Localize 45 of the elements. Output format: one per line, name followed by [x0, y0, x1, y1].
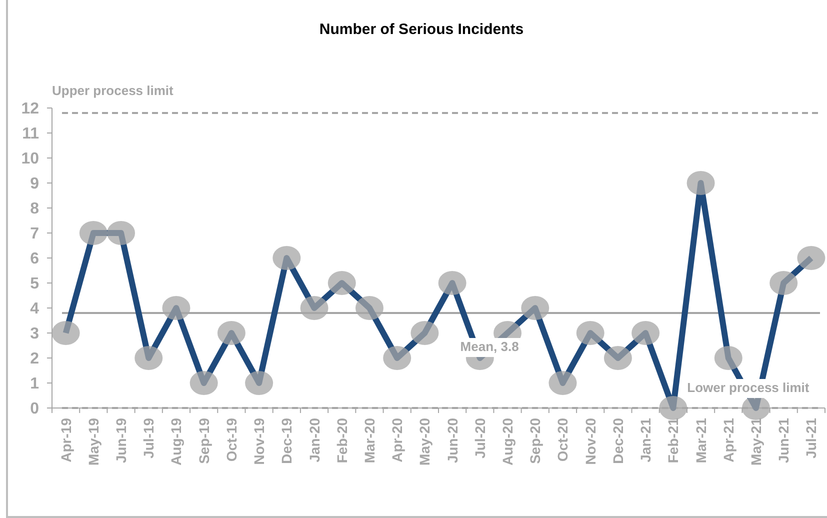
- y-tick-label: 2: [30, 350, 40, 368]
- y-tick-label: 1: [30, 376, 40, 393]
- y-tick-label: 6: [30, 250, 40, 268]
- x-tick-label: Aug-19: [168, 418, 184, 466]
- x-tick-label: Nov-19: [251, 418, 268, 465]
- x-tick-label: Feb-21: [665, 418, 682, 464]
- x-tick-label: Apr-20: [389, 418, 406, 462]
- x-tick-label: Aug-20: [500, 418, 516, 466]
- x-tick-label: Nov-20: [582, 418, 598, 465]
- y-tick-label: 10: [21, 150, 40, 168]
- x-tick-label: Dec-20: [610, 418, 626, 464]
- x-tick-label: Sep-20: [527, 418, 544, 464]
- y-tick-label: 4: [30, 300, 40, 318]
- x-tick-label: Sep-19: [196, 418, 212, 464]
- y-tick-label: 9: [30, 176, 40, 193]
- x-tick-label: Jun-19: [113, 418, 130, 464]
- x-tick-label: Apr-19: [58, 418, 74, 462]
- x-tick-label: Oct-20: [554, 418, 571, 462]
- y-tick-label: 3: [30, 326, 40, 343]
- x-tick-label: Jul-21: [803, 418, 820, 458]
- x-tick-label: Oct-19: [223, 418, 240, 462]
- x-tick-label: Jan-21: [638, 418, 654, 462]
- x-tick-label: Mar-20: [361, 418, 378, 464]
- x-tick-label: Mar-21: [692, 418, 709, 464]
- x-tick-label: Jul-19: [140, 418, 157, 458]
- x-tick-label: Feb-20: [334, 418, 350, 464]
- y-tick-label: 0: [30, 400, 40, 418]
- y-tick-label: 5: [30, 276, 40, 293]
- ref-line-label: Lower process limit: [687, 380, 810, 395]
- chart-title: Number of Serious Incidents: [319, 21, 524, 38]
- y-tick-label: 8: [30, 200, 40, 218]
- ref-line-label: Upper process limit: [52, 83, 174, 98]
- ref-line-label: Mean, 3.8: [460, 339, 519, 354]
- x-tick-label: Jun-20: [444, 418, 460, 464]
- x-tick-label: Dec-19: [278, 418, 295, 464]
- x-tick-label: Jul-20: [472, 418, 488, 458]
- x-tick-label: May-19: [85, 418, 102, 466]
- x-tick-label: Jan-20: [306, 418, 322, 462]
- y-tick-label: 12: [21, 100, 40, 118]
- x-tick-label: Apr-21: [720, 418, 736, 462]
- x-tick-label: May-20: [416, 418, 433, 466]
- y-tick-label: 11: [22, 126, 40, 143]
- x-tick-label: May-21: [748, 418, 764, 466]
- x-tick-label: Jun-21: [776, 418, 792, 464]
- y-tick-label: 7: [30, 226, 40, 243]
